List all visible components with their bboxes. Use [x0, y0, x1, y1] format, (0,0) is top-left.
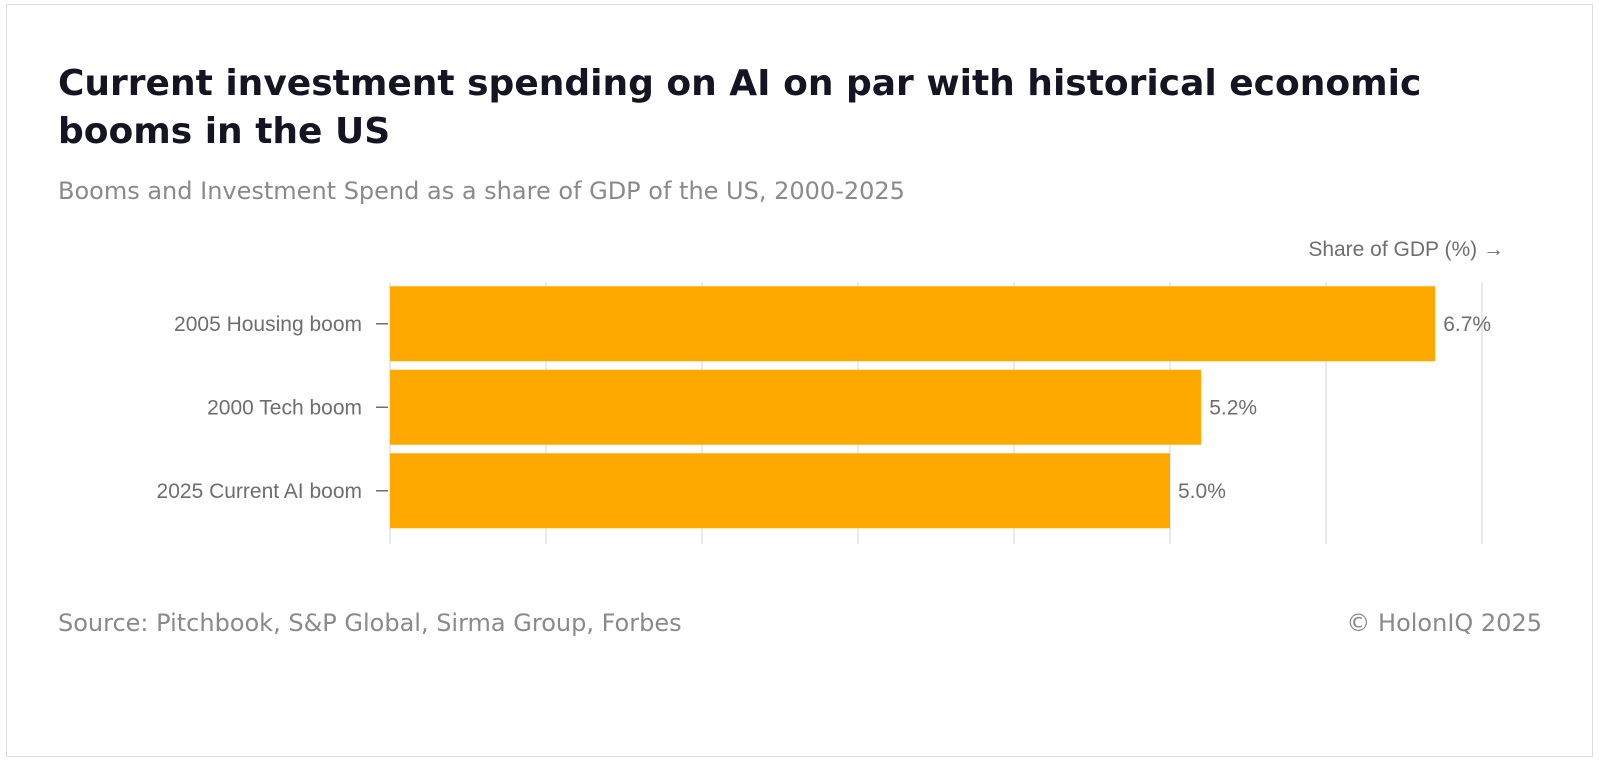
x-axis-title: Share of GDP (%) → [1308, 238, 1504, 261]
source-note: Source: Pitchbook, S&P Global, Sirma Gro… [58, 609, 682, 637]
category-label-2: 2000 Tech boom [207, 396, 362, 419]
data-label-2: 5.2% [1209, 396, 1257, 419]
bar-2 [390, 369, 1202, 445]
category-label-1: 2005 Housing boom [174, 313, 362, 336]
data-label-3: 5.0% [1178, 480, 1226, 503]
copyright-note: © HolonIQ 2025 [1346, 609, 1542, 637]
data-labels: 6.7% 5.2% 5.0% [1178, 313, 1491, 503]
bar-1 [390, 286, 1436, 362]
bar-chart: 6.7% 5.2% 5.0% 2005 Housing boom 2000 Tech … [157, 238, 1504, 544]
bars [390, 286, 1436, 529]
data-label-1: 6.7% [1443, 313, 1491, 336]
category-label-3: 2025 Current AI boom [157, 480, 362, 503]
y-axis: 2005 Housing boom 2000 Tech boom 2025 Curr… [157, 313, 388, 503]
chart-title: Current investment spending on AI on par… [58, 63, 1422, 152]
bar-3 [390, 453, 1170, 529]
chart-subtitle: Booms and Investment Spend as a share of… [58, 177, 905, 205]
